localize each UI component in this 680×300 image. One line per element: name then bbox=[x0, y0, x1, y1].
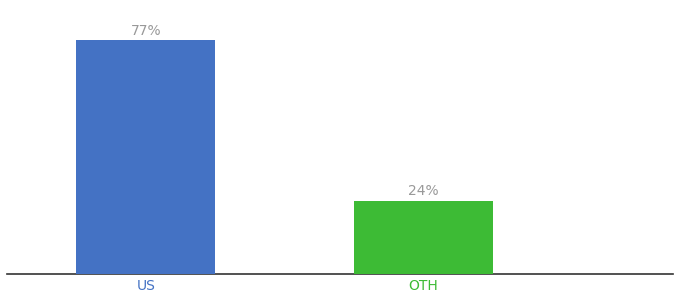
Text: 24%: 24% bbox=[408, 184, 439, 198]
Text: 77%: 77% bbox=[131, 24, 161, 38]
Bar bbox=[354, 201, 492, 274]
Bar bbox=[76, 40, 215, 274]
